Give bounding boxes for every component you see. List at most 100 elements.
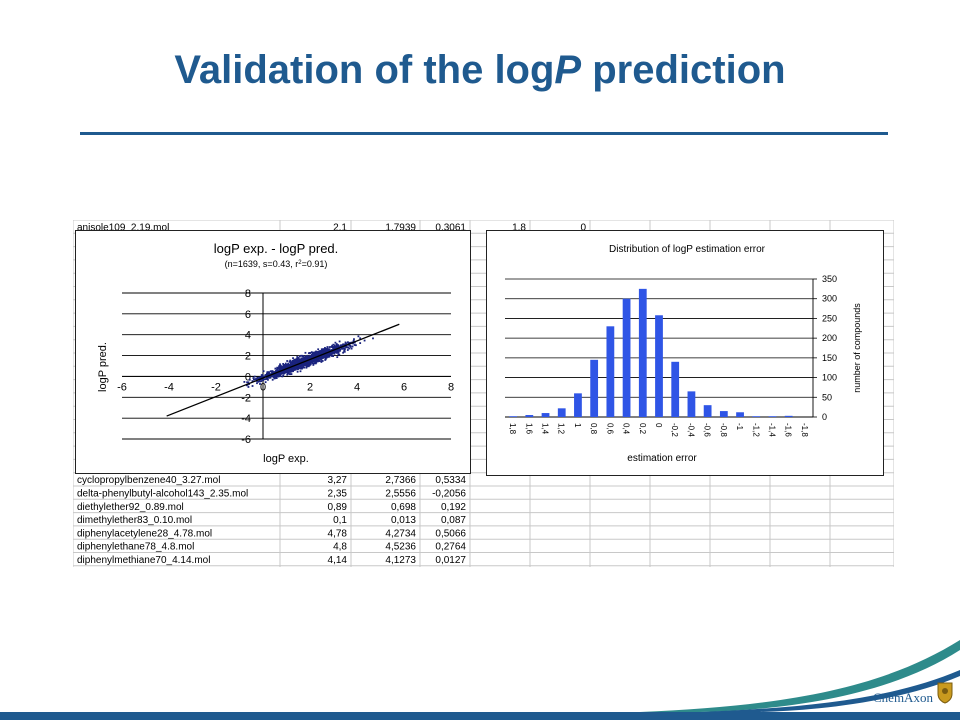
histogram-x-tick-label: 0 xyxy=(654,423,663,428)
sheet-cell: 0,013 xyxy=(391,515,416,526)
scatter-point xyxy=(346,349,349,351)
scatter-point xyxy=(350,347,353,350)
scatter-point xyxy=(271,378,274,381)
scatter-point xyxy=(303,356,306,359)
histogram-x-tick-label: -1,4 xyxy=(767,423,776,437)
scatter-point xyxy=(269,370,272,373)
scatter-point xyxy=(335,350,338,353)
scatter-point xyxy=(253,375,256,378)
sheet-cell: 0,087 xyxy=(441,515,466,526)
scatter-point xyxy=(330,346,333,348)
scatter-point xyxy=(312,364,315,366)
scatter-point xyxy=(279,363,281,366)
scatter-point xyxy=(280,368,283,371)
scatter-point xyxy=(338,353,341,356)
histogram-x-tick-label: -1 xyxy=(735,423,744,431)
scatter-point xyxy=(332,350,335,353)
scatter-point xyxy=(347,341,349,344)
scatter-point xyxy=(272,371,275,374)
scatter-point xyxy=(342,343,345,346)
scatter-point xyxy=(328,349,331,352)
scatter-point xyxy=(252,377,255,379)
scatter-point xyxy=(345,344,348,347)
scatter-point xyxy=(301,358,304,361)
histogram-x-tick-label: -1,2 xyxy=(751,423,760,437)
scatter-point xyxy=(274,375,277,378)
scatter-point xyxy=(321,350,324,353)
scatter-point xyxy=(288,365,291,368)
histogram-x-tick-label: 1,8 xyxy=(508,423,517,435)
scatter-point xyxy=(318,351,321,354)
scatter-point xyxy=(306,356,308,359)
scatter-point xyxy=(276,370,279,373)
sheet-cell: 2,35 xyxy=(328,489,348,500)
scatter-point xyxy=(273,373,276,376)
scatter-point xyxy=(303,366,306,369)
histogram-y-tick-label: 200 xyxy=(822,333,837,343)
scatter-point xyxy=(296,358,298,360)
scatter-point xyxy=(284,369,287,371)
scatter-point xyxy=(307,358,310,360)
histogram-x-tick-label: 1,4 xyxy=(541,423,550,435)
scatter-point xyxy=(335,343,338,345)
sheet-cell: 0,2764 xyxy=(435,542,466,553)
scatter-point xyxy=(342,351,345,354)
histogram-x-label: estimation error xyxy=(627,453,697,464)
scatter-point xyxy=(344,341,347,344)
scatter-fit-line xyxy=(166,323,400,417)
histogram-bar xyxy=(784,415,793,417)
scatter-point xyxy=(324,354,327,357)
scatter-point xyxy=(314,360,317,363)
scatter-point xyxy=(295,362,298,365)
scatter-point xyxy=(334,349,337,352)
histogram-bar xyxy=(541,413,550,417)
scatter-point xyxy=(318,360,321,362)
scatter-point xyxy=(298,366,301,368)
histogram-x-tick-label: -1,8 xyxy=(800,423,809,437)
scatter-point xyxy=(312,352,315,355)
scatter-point xyxy=(330,353,333,356)
scatter-x-tick-label: -4 xyxy=(164,381,174,393)
scatter-point xyxy=(295,361,298,364)
scatter-point xyxy=(326,347,329,350)
scatter-point xyxy=(254,378,257,381)
scatter-point xyxy=(283,372,285,375)
scatter-point xyxy=(318,355,321,358)
scatter-point xyxy=(306,363,309,366)
histogram-x-tick-label: 1,2 xyxy=(557,423,566,435)
scatter-point xyxy=(349,344,352,347)
scatter-point xyxy=(288,368,290,371)
scatter-point xyxy=(353,341,356,344)
scatter-point xyxy=(316,352,319,355)
scatter-y-tick-label: -2 xyxy=(241,392,251,404)
sheet-cell: 0 xyxy=(580,223,586,234)
scatter-point xyxy=(309,361,312,364)
sheet-cell: 4,1273 xyxy=(385,555,416,566)
histogram-x-tick-label: 0,6 xyxy=(605,423,614,435)
scatter-x-label: logP exp. xyxy=(263,453,309,465)
scatter-point xyxy=(282,370,285,373)
scatter-point xyxy=(261,379,264,381)
histogram-x-tick-label: 1 xyxy=(573,423,582,428)
scatter-point xyxy=(305,366,308,369)
scatter-point xyxy=(286,373,289,376)
scatter-point xyxy=(279,367,282,370)
scatter-point xyxy=(289,371,292,373)
histogram-y-tick-label: 0 xyxy=(822,412,827,422)
histogram-chart: Distribution of logP estimation error 0 50… xyxy=(486,230,884,476)
scatter-point xyxy=(271,370,274,373)
sheet-cell: 0,192 xyxy=(441,502,466,513)
histogram-bar xyxy=(590,359,599,417)
scatter-point xyxy=(324,356,327,359)
histogram-bar xyxy=(719,411,728,417)
scatter-point xyxy=(335,351,338,354)
scatter-point xyxy=(294,358,297,361)
scatter-point xyxy=(264,378,267,381)
scatter-point xyxy=(341,344,344,347)
histogram-x-tick-label: -0,2 xyxy=(670,423,679,437)
scatter-point xyxy=(284,362,287,365)
scatter-y-tick-label: 0 xyxy=(245,371,251,383)
histogram-y-tick-label: 250 xyxy=(822,313,837,323)
scatter-point xyxy=(276,374,279,377)
scatter-point xyxy=(292,357,294,360)
